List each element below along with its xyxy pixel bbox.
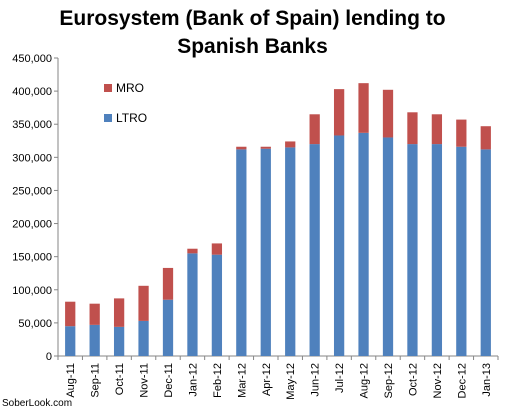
bar-ltro bbox=[382, 137, 394, 356]
x-tick-label: Mar-12 bbox=[236, 363, 248, 398]
y-tick-label: 400,000 bbox=[12, 86, 52, 98]
bar-mro bbox=[211, 243, 223, 255]
bar-ltro bbox=[431, 144, 443, 356]
bar-mro bbox=[187, 248, 198, 254]
bar-ltro bbox=[309, 144, 320, 356]
legend-label-ltro: LTRO bbox=[116, 111, 147, 125]
bar-ltro bbox=[89, 324, 100, 356]
y-tick-label: 0 bbox=[46, 351, 52, 363]
bar-ltro bbox=[113, 326, 125, 356]
x-tick-label: Dec-12 bbox=[456, 363, 468, 398]
chart-title-line-2: Spanish Banks bbox=[177, 35, 328, 58]
x-tick-label: Oct-12 bbox=[407, 363, 419, 396]
x-tick-label: Nov-11 bbox=[139, 363, 151, 398]
bar-ltro bbox=[236, 149, 247, 356]
bar-mro bbox=[382, 89, 394, 138]
y-tick-label: 300,000 bbox=[12, 152, 52, 164]
bar-mro bbox=[431, 114, 443, 145]
bar-mro bbox=[333, 89, 345, 136]
x-tick-label: Jan-13 bbox=[481, 363, 493, 397]
x-tick-label: Apr-12 bbox=[261, 363, 273, 396]
watermark: SoberLook.com bbox=[2, 398, 73, 409]
x-tick-label: Feb-12 bbox=[212, 363, 224, 398]
legend-label-mro: MRO bbox=[116, 81, 144, 95]
y-tick-label: 50,000 bbox=[18, 318, 52, 330]
bar-ltro bbox=[407, 144, 418, 356]
bar-ltro bbox=[333, 135, 345, 356]
bar-ltro bbox=[456, 146, 467, 356]
bar-mro bbox=[309, 114, 320, 145]
y-tick-label: 150,000 bbox=[12, 252, 52, 264]
bar-mro bbox=[138, 285, 149, 321]
bar-ltro bbox=[211, 254, 223, 356]
x-tick-label: Aug-12 bbox=[359, 363, 371, 398]
bar-mro bbox=[113, 298, 125, 327]
bar-mro bbox=[407, 112, 418, 145]
bar-ltro bbox=[285, 147, 296, 356]
x-tick-label: Aug-11 bbox=[65, 363, 77, 398]
bar-mro bbox=[260, 146, 271, 149]
chart-title-line-1: Eurosystem (Bank of Spain) lending to bbox=[59, 7, 446, 30]
bar-mro bbox=[358, 83, 369, 133]
x-tick-label: Nov-12 bbox=[432, 363, 444, 398]
y-tick-label: 250,000 bbox=[12, 185, 52, 197]
x-tick-label: Jun-12 bbox=[310, 363, 322, 397]
bar-mro bbox=[65, 301, 76, 327]
bar-mro bbox=[285, 141, 296, 148]
bar-ltro bbox=[480, 149, 491, 356]
x-tick-label: Jul-12 bbox=[334, 363, 346, 393]
bar-ltro bbox=[358, 132, 369, 356]
bar-mro bbox=[236, 146, 247, 150]
legend-swatch-ltro bbox=[104, 114, 112, 122]
x-tick-label: May-12 bbox=[285, 363, 297, 400]
x-tick-label: Sep-11 bbox=[90, 363, 102, 398]
x-tick-label: Oct-11 bbox=[114, 363, 126, 395]
bar-ltro bbox=[187, 253, 198, 356]
bar-mro bbox=[456, 119, 467, 147]
y-tick-label: 350,000 bbox=[12, 119, 52, 131]
x-tick-label: Jan-12 bbox=[187, 363, 199, 397]
y-tick-label: 100,000 bbox=[12, 285, 52, 297]
bar-mro bbox=[89, 303, 100, 325]
y-tick-label: 200,000 bbox=[12, 219, 52, 231]
bar-ltro bbox=[260, 148, 271, 356]
bar-ltro bbox=[138, 320, 149, 356]
bar-ltro bbox=[65, 326, 76, 356]
legend-swatch-mro bbox=[104, 84, 112, 92]
y-tick-label: 450,000 bbox=[12, 53, 52, 65]
x-tick-label: Sep-12 bbox=[383, 363, 395, 398]
x-tick-label: Dec-11 bbox=[163, 363, 175, 398]
bar-mro bbox=[162, 267, 174, 300]
bar-ltro bbox=[162, 299, 174, 356]
bar-mro bbox=[480, 126, 491, 150]
